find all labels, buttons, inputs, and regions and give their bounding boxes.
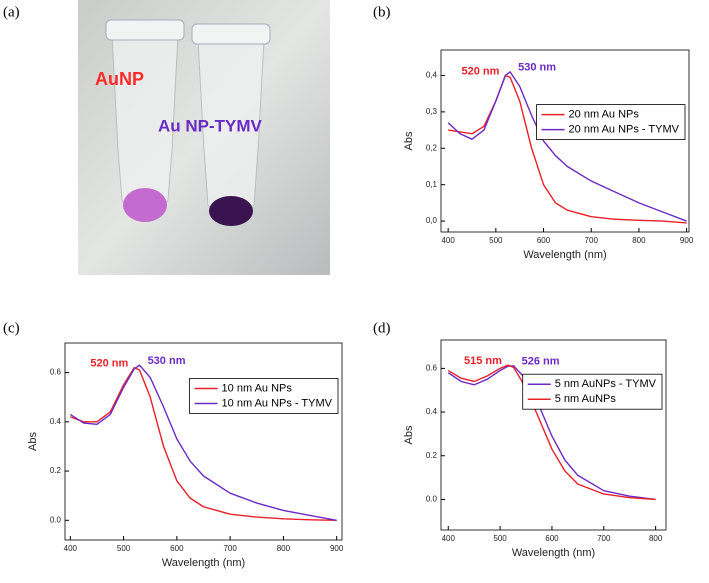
x-tick-label: 600 bbox=[537, 236, 551, 245]
x-tick-label: 900 bbox=[330, 544, 344, 553]
panel-label: (a) bbox=[3, 4, 20, 20]
x-tick-label: 500 bbox=[493, 534, 507, 543]
tube-cap bbox=[105, 19, 185, 41]
y-axis-title: Abs bbox=[403, 425, 415, 444]
x-tick-label: 800 bbox=[649, 534, 663, 543]
legend-label: 10 nm Au NPs - TYMV bbox=[222, 397, 333, 409]
x-tick-label: 700 bbox=[223, 544, 237, 553]
legend-label: 5 nm AuNPs - TYMV bbox=[555, 378, 657, 390]
tube-cap bbox=[191, 23, 271, 45]
x-tick-label: 400 bbox=[442, 534, 456, 543]
x-tick-label: 800 bbox=[632, 236, 646, 245]
peak-label: 520 nm bbox=[90, 358, 128, 370]
photo-label: Au NP-TYMV bbox=[158, 116, 263, 135]
panel-label: (d) bbox=[373, 320, 391, 336]
x-tick-label: 900 bbox=[680, 236, 694, 245]
peak-label: 530 nm bbox=[148, 355, 186, 367]
legend-label: 20 nm Au NPs - TYMV bbox=[569, 124, 680, 136]
peak-label: 520 nm bbox=[461, 65, 499, 77]
x-tick-label: 500 bbox=[117, 544, 131, 553]
legend: 10 nm Au NPs 10 nm Au NPs - TYMV bbox=[189, 378, 339, 414]
y-tick-label: 0,0 bbox=[426, 216, 438, 225]
legend-frame bbox=[189, 378, 339, 414]
line-series bbox=[447, 71, 687, 222]
y-tick-label: 0.6 bbox=[426, 364, 438, 373]
peak-label: 530 nm bbox=[518, 62, 556, 74]
legend: 20 nm Au NPs 20 nm Au NPs - TYMV bbox=[536, 104, 686, 140]
y-axis-title: Abs bbox=[27, 432, 39, 451]
y-tick-label: 0,1 bbox=[426, 180, 438, 189]
legend-label: 5 nm AuNPs bbox=[555, 393, 617, 405]
plot-frame bbox=[440, 49, 690, 233]
legend-label: 10 nm Au NPs bbox=[222, 382, 293, 394]
y-tick-label: 0.0 bbox=[426, 495, 438, 504]
x-tick-label: 700 bbox=[597, 534, 611, 543]
x-tick-label: 600 bbox=[545, 534, 559, 543]
plot-frame bbox=[64, 342, 343, 541]
y-tick-label: 0,2 bbox=[426, 143, 438, 152]
legend-frame bbox=[522, 373, 663, 410]
legend: 5 nm AuNPs - TYMV 5 nm AuNPs bbox=[522, 373, 663, 410]
y-tick-label: 0.6 bbox=[50, 368, 62, 377]
legend-label: 20 nm Au NPs bbox=[569, 109, 640, 121]
x-tick-label: 400 bbox=[64, 544, 78, 553]
line-series bbox=[70, 366, 337, 521]
line-series bbox=[448, 74, 687, 224]
x-tick-label: 400 bbox=[441, 236, 455, 245]
x-axis-title: Wavelength (nm) bbox=[512, 547, 595, 559]
peak-label: 515 nm bbox=[464, 355, 502, 367]
y-tick-label: 0.0 bbox=[50, 515, 62, 524]
y-tick-label: 0.2 bbox=[50, 466, 62, 475]
legend-frame bbox=[536, 104, 686, 140]
panel-label: (b) bbox=[373, 4, 391, 20]
liquid bbox=[209, 196, 253, 226]
x-tick-label: 600 bbox=[170, 544, 184, 553]
y-tick-label: 0.4 bbox=[50, 417, 62, 426]
photo: AuNP Au NP-TYMV bbox=[78, 0, 330, 275]
peak-label: 526 nm bbox=[522, 356, 560, 368]
x-tick-label: 800 bbox=[277, 544, 291, 553]
x-tick-label: 500 bbox=[489, 236, 503, 245]
y-tick-label: 0,4 bbox=[426, 71, 438, 80]
line-series bbox=[69, 364, 337, 521]
plot-frame bbox=[440, 339, 667, 531]
y-axis-title: Abs bbox=[403, 131, 415, 150]
photo-label: AuNP bbox=[95, 69, 144, 89]
liquid bbox=[123, 188, 167, 222]
x-axis-title: Wavelength (nm) bbox=[162, 557, 245, 569]
y-tick-label: 0.4 bbox=[426, 407, 438, 416]
x-axis-title: Wavelength (nm) bbox=[523, 249, 606, 261]
y-tick-label: 0,3 bbox=[426, 107, 438, 116]
panel-label: (c) bbox=[3, 320, 20, 336]
y-tick-label: 0.2 bbox=[426, 451, 438, 460]
x-tick-label: 700 bbox=[585, 236, 599, 245]
